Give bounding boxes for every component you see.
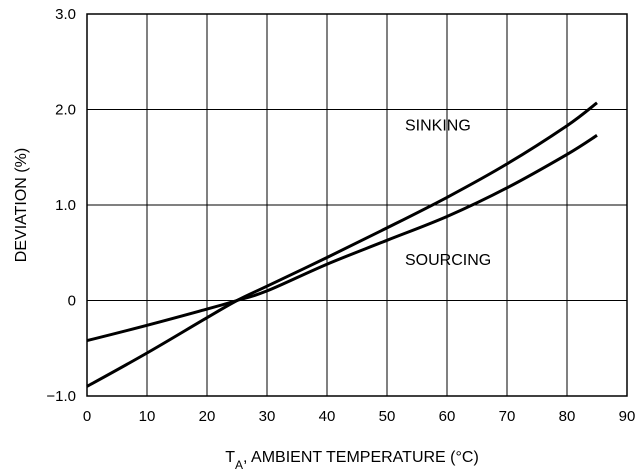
x-tick-label: 0 [83,408,91,425]
curve-label-sourcing: SOURCING [405,252,491,269]
y-tick-label: −1.0 [46,388,76,405]
y-tick-label: 3.0 [55,6,76,23]
x-tick-label: 30 [259,408,276,425]
x-tick-label: 20 [199,408,216,425]
x-tick-label: 50 [379,408,396,425]
x-tick-label: 40 [319,408,336,425]
curve-label-sinking: SINKING [405,118,471,135]
y-axis-label: DEVIATION (%) [13,148,30,262]
x-tick-labels: 0 10 20 30 40 50 60 70 80 90 [83,408,636,425]
y-tick-label: 2.0 [55,102,76,119]
y-tick-label: 0 [68,293,76,310]
plot-frame [86,13,628,397]
curves [86,101,598,388]
series-line-sourcing [86,134,598,343]
curve-labels: SINKING SOURCING [405,118,491,270]
series-line-sinking [86,101,598,388]
y-tick-labels: −1.0 0 1.0 2.0 3.0 [46,6,76,405]
grid-lines [86,13,628,397]
x-axis-label-subscript: A [235,458,243,472]
x-tick-label: 10 [139,408,156,425]
x-tick-label: 90 [619,408,636,425]
x-axis-label-rest: , AMBIENT TEMPERATURE (°C) [243,449,479,466]
y-tick-label: 1.0 [55,197,76,214]
x-axis-label-main: T [225,449,235,466]
x-tick-label: 60 [439,408,456,425]
x-tick-label: 70 [499,408,516,425]
x-tick-label: 80 [559,408,576,425]
x-axis-label: TA, AMBIENT TEMPERATURE (°C) [225,449,479,472]
